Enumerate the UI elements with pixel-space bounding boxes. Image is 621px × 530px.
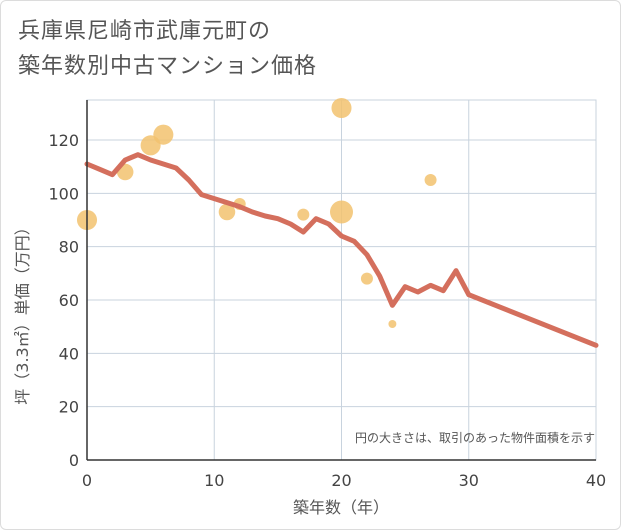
bubble-point — [153, 124, 174, 145]
bubble-point — [360, 272, 373, 285]
bubble-size-note: 円の大きさは、取引のあった物件面積を示す — [355, 430, 595, 445]
x-tick-label: 10 — [204, 471, 224, 490]
bubble-point — [297, 208, 310, 221]
chart-title-line-2: 築年数別中古マンション価格 — [18, 54, 318, 79]
y-tick-label: 0 — [69, 451, 79, 470]
y-tick-label: 120 — [48, 131, 79, 150]
bubble-point — [331, 97, 352, 119]
y-tick-label: 80 — [59, 238, 79, 257]
bubble-point — [424, 174, 437, 186]
bubble-point — [330, 200, 353, 224]
y-axis-label: 坪（3.3㎡）単価（万円） — [13, 219, 32, 404]
trend-line-series — [84, 152, 599, 348]
bubble-point — [388, 320, 397, 328]
y-tick-label: 100 — [48, 184, 79, 203]
x-axis-label: 築年数（年） — [293, 498, 389, 517]
x-tick-label: 20 — [331, 471, 351, 490]
average-price-line — [84, 152, 599, 348]
x-tick-label: 40 — [586, 471, 606, 490]
bubble-point — [218, 203, 236, 221]
chart-title-line-1: 兵庫県尼崎市武庫元町の — [18, 19, 272, 44]
tick-labels: 0 20 40 60 80 100 120 0 10 20 30 40 — [48, 131, 606, 490]
x-tick-label: 30 — [459, 471, 479, 490]
y-tick-label: 40 — [59, 344, 79, 363]
y-tick-label: 20 — [59, 398, 79, 417]
axes — [86, 100, 596, 461]
x-tick-label: 0 — [82, 471, 92, 490]
grid-lines — [86, 99, 597, 461]
y-tick-label: 60 — [59, 291, 79, 310]
chart-title: 兵庫県尼崎市武庫元町の 築年数別中古マンション価格 — [18, 14, 317, 84]
